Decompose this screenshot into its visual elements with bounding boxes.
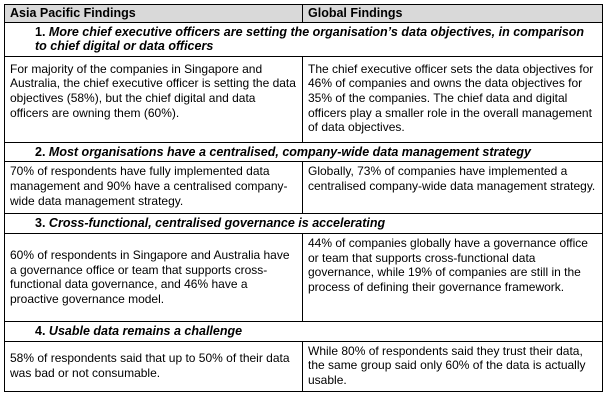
findings-table: Asia Pacific Findings Global Findings 1.… [4,4,603,392]
section-1-number: 1. [35,24,46,39]
section-4-asia-cell: 58% of respondents said that up to 50% o… [4,340,303,392]
section-2-asia-cell: 70% of respondents have fully implemente… [4,161,303,215]
header-asia-pacific: Asia Pacific Findings [4,4,303,23]
section-1-row: 1. More chief executive officers are set… [4,21,603,57]
section-2-heading: Most organisations have a centralised, c… [48,144,532,159]
section-2-findings-row: 70% of respondents have fully implemente… [4,161,603,215]
header-row: Asia Pacific Findings Global Findings [4,4,603,23]
section-4-number: 4. [35,323,46,338]
header-global: Global Findings [302,4,603,23]
section-4-global-cell: While 80% of respondents said they trust… [302,340,603,392]
section-3-title: 3. Cross-functional, centralised governa… [4,213,603,234]
section-3-findings-row: 60% of respondents in Singapore and Aust… [4,232,603,322]
section-1-findings-row: For majority of the companies in Singapo… [4,55,603,143]
section-2-title: 2. Most organisations have a centralised… [4,141,603,163]
section-1-global-cell: The chief executive officer sets the dat… [302,55,603,143]
section-3-heading: Cross-functional, centralised governance… [48,216,386,231]
section-3-row: 3. Cross-functional, centralised governa… [4,213,603,234]
section-3-global-cell: 44% of companies globally have a governa… [302,232,603,322]
section-3-number: 3. [35,216,46,231]
section-4-findings-row: 58% of respondents said that up to 50% o… [4,340,603,392]
section-1-asia-cell: For majority of the companies in Singapo… [4,55,303,143]
section-4-title: 4. Usable data remains a challenge [4,320,603,342]
section-2-row: 2. Most organisations have a centralised… [4,141,603,163]
section-2-global-cell: Globally, 73% of companies have implemen… [302,161,603,215]
section-1-heading: More chief executive officers are settin… [35,24,585,54]
section-4-heading: Usable data remains a challenge [48,323,243,338]
section-3-asia-cell: 60% of respondents in Singapore and Aust… [4,232,303,322]
section-2-number: 2. [35,144,46,159]
section-1-title: 1. More chief executive officers are set… [4,21,603,57]
section-4-row: 4. Usable data remains a challenge [4,320,603,342]
